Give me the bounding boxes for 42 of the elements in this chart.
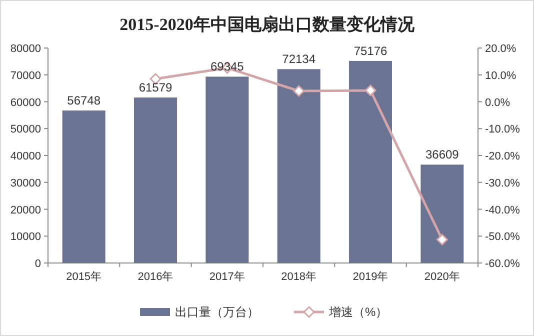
y-tick-label: 10000	[10, 231, 41, 244]
y2-tick-label: 20.0%	[485, 43, 516, 55]
x-tick-label: 2020年	[424, 271, 460, 283]
x-tick-label: 2018年	[281, 271, 317, 283]
data-label: 69345	[210, 60, 244, 74]
bar	[420, 164, 464, 263]
y-tick-label: 60000	[10, 96, 41, 109]
x-tick-label: 2019年	[352, 271, 388, 283]
chart-title: 2015-2020年中国电扇出口数量变化情况	[120, 15, 416, 34]
legend-label: 出口量（万台）	[175, 305, 259, 319]
point	[364, 84, 376, 96]
y-tick-label: 40000	[10, 150, 41, 162]
data-label: 75176	[354, 44, 388, 58]
bar	[206, 76, 249, 263]
y2-tick-label: -20.0%	[485, 150, 520, 162]
point	[293, 85, 305, 97]
x-tick-label: 2017年	[209, 271, 245, 283]
legend-label: 增速（%）	[328, 305, 388, 319]
y2-tick-label: -50.0%	[485, 231, 520, 244]
data-label: 61579	[138, 80, 173, 95]
y2-tick-label: -30.0%	[485, 177, 520, 190]
x-tick-label: 2016年	[138, 271, 174, 283]
bar	[277, 69, 320, 263]
y2-tick-label: 10.0%	[485, 70, 516, 82]
x-tick-label: 2015年	[66, 271, 102, 283]
y-tick-label: 70000	[10, 70, 41, 82]
y2-tick-label: -40.0%	[485, 204, 520, 216]
y-tick-label: 30000	[10, 177, 41, 190]
y-tick-label: 50000	[10, 124, 41, 136]
y-tick-label: 20000	[10, 204, 41, 216]
y2-tick-label: -60.0%	[485, 258, 520, 270]
data-label: 36609	[425, 148, 460, 162]
y2-tick-label: 0.0%	[485, 96, 510, 109]
y-tick-label: 0	[34, 258, 41, 270]
data-label: 72134	[282, 52, 316, 66]
bar	[134, 98, 177, 263]
point	[436, 234, 448, 246]
y2-tick-label: -10.0%	[485, 124, 520, 136]
bar	[62, 110, 106, 263]
bar	[349, 60, 392, 263]
data-label: 56748	[67, 93, 101, 108]
y-tick-label: 80000	[10, 43, 41, 55]
